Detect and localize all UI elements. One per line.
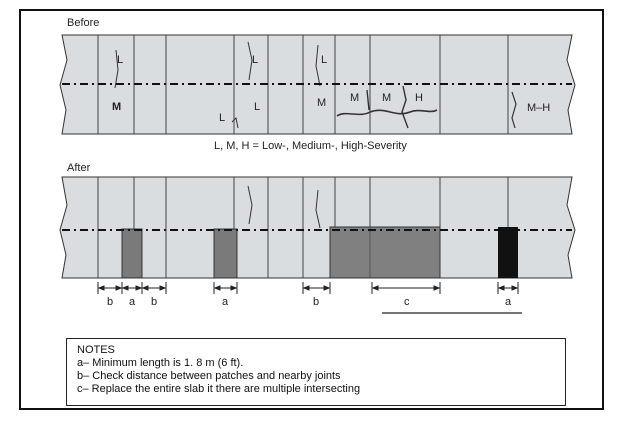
after-cracks <box>247 185 321 229</box>
note-line-a: a– Minimum length is 1. 8 m (6 ft). <box>77 357 244 369</box>
severity-mark: L <box>254 101 261 113</box>
severity-mark: L <box>219 112 226 124</box>
patch-c-full-slab <box>329 226 441 279</box>
after-slab-strip <box>59 176 576 279</box>
severity-mark: M <box>317 97 327 109</box>
before-slab-strip <box>59 34 576 135</box>
dimension-arrows <box>97 282 522 314</box>
patch-a-1 <box>121 228 143 279</box>
before-label: Before <box>67 17 100 29</box>
dimension-label-b: b <box>107 296 114 308</box>
note-line-b: b– Check distance between patches and ne… <box>77 370 341 382</box>
dimension-label-c: c <box>404 296 410 308</box>
after-slab-surface <box>59 176 576 279</box>
severity-mark: M <box>350 92 360 104</box>
before-cracks <box>114 41 517 129</box>
severity-mark: L <box>117 54 124 66</box>
patch-a-dark <box>498 227 518 278</box>
note-line-c: c– Replace the entire slab it there are … <box>77 383 361 395</box>
dimension-label-a: a <box>129 296 136 308</box>
after-label: After <box>67 162 91 174</box>
severity-mark: M <box>112 101 122 113</box>
severity-legend: L, M, H = Low-, Medium-, High-Severity <box>214 140 407 152</box>
dimension-label-b: b <box>151 296 158 308</box>
patch-a-2 <box>213 228 238 279</box>
severity-mark: H <box>415 92 423 104</box>
notes-title: NOTES <box>77 344 115 356</box>
severity-mark: L <box>252 54 259 66</box>
notes-box: NOTES a– Minimum length is 1. 8 m (6 ft)… <box>66 338 566 406</box>
severity-mark: L <box>321 54 328 66</box>
dimension-label-b: b <box>313 296 320 308</box>
dimension-label-a: a <box>505 296 512 308</box>
severity-mark: M–H <box>527 102 551 114</box>
dimension-label-a: a <box>222 296 229 308</box>
severity-mark: M <box>382 92 392 104</box>
